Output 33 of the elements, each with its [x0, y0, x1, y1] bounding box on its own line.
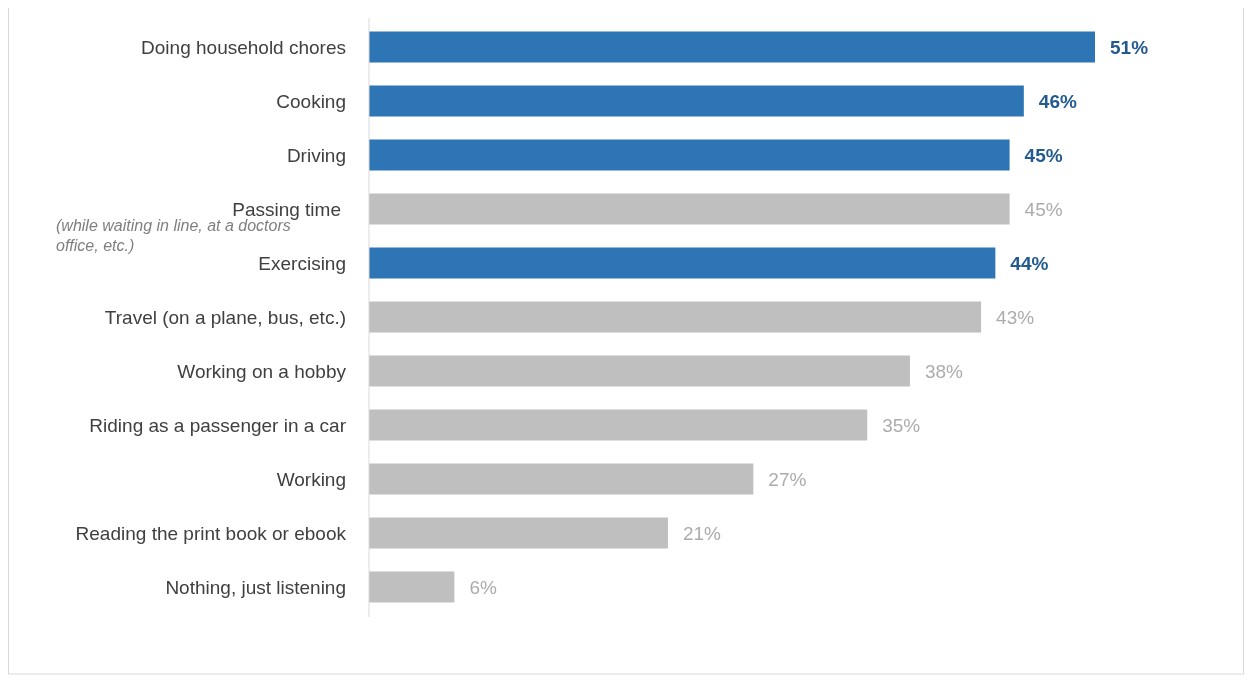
bar: [369, 517, 668, 549]
y-tick-label: Travel (on a plane, bus, etc.): [104, 306, 346, 328]
y-tick-label: Working: [276, 468, 346, 490]
y-tick-label: Exercising: [258, 252, 346, 274]
data-label: 51%: [1110, 36, 1149, 58]
y-tick-label: Riding as a passenger in a car: [89, 414, 347, 436]
y-tick-label: Working on a hobby: [177, 360, 347, 382]
bar: [369, 139, 1010, 171]
data-label: 43%: [996, 306, 1035, 328]
data-label: 21%: [682, 522, 722, 544]
bar: [369, 193, 1010, 225]
bar: [369, 463, 754, 495]
y-tick-label: Reading the print book or ebook: [75, 522, 347, 544]
bar: [369, 409, 868, 441]
data-label: 44%: [1010, 252, 1049, 274]
data-label: 46%: [1038, 90, 1077, 112]
data-label: 38%: [924, 360, 964, 382]
y-tick-label: Doing household chores: [141, 36, 346, 58]
data-label: 35%: [882, 414, 921, 436]
y-tick-label: Driving: [286, 144, 346, 166]
bar: [369, 247, 996, 279]
bar: [369, 355, 910, 387]
data-label: 27%: [768, 468, 807, 490]
y-tick-label: Passing time (while waiting in line, at a doctors office, etc.): [56, 198, 341, 254]
data-label: 45%: [1024, 198, 1063, 220]
data-label: 45%: [1024, 144, 1063, 166]
bar: [369, 85, 1024, 117]
y-tick-label: Cooking: [276, 90, 346, 112]
y-tick-label: Nothing, just listening: [165, 576, 346, 598]
bar: [369, 301, 982, 333]
bar: [369, 31, 1095, 63]
bar: [369, 571, 455, 603]
data-label: 6%: [469, 576, 497, 598]
